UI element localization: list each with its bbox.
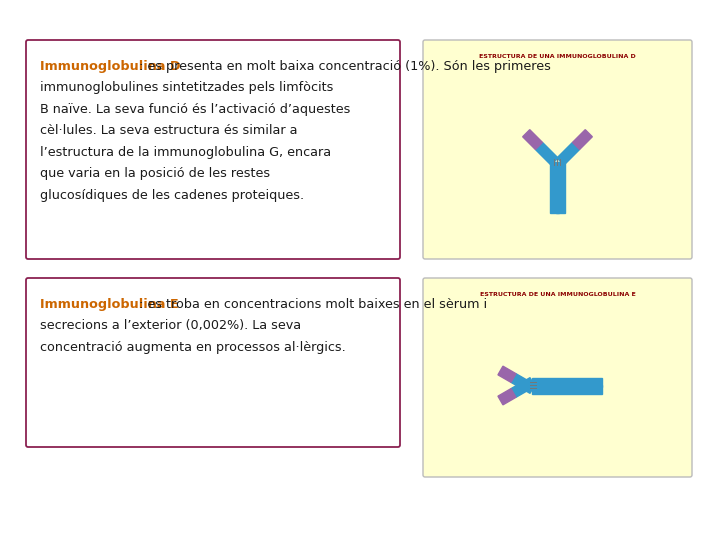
Text: ESTRUCTURA DE UNA IMMUNOGLOBULINA E: ESTRUCTURA DE UNA IMMUNOGLOBULINA E xyxy=(480,292,635,296)
Polygon shape xyxy=(550,163,559,213)
Polygon shape xyxy=(523,130,542,150)
Text: glucosídiques de les cadenes proteiques.: glucosídiques de les cadenes proteiques. xyxy=(40,189,304,202)
FancyBboxPatch shape xyxy=(26,278,400,447)
Polygon shape xyxy=(572,130,593,150)
Text: que varia en la posició de les restes: que varia en la posició de les restes xyxy=(40,167,270,180)
Text: Immunoglobulina D: Immunoglobulina D xyxy=(40,60,181,73)
Text: cèl·lules. La seva estructura és similar a: cèl·lules. La seva estructura és similar… xyxy=(40,125,297,138)
Polygon shape xyxy=(511,374,535,393)
Polygon shape xyxy=(531,384,601,394)
Polygon shape xyxy=(498,366,516,382)
Text: l’estructura de la immunoglobulina G, encara: l’estructura de la immunoglobulina G, en… xyxy=(40,146,331,159)
FancyBboxPatch shape xyxy=(26,40,400,259)
Text: concentració augmenta en processos al·lèrgics.: concentració augmenta en processos al·lè… xyxy=(40,341,346,354)
Text: B naïve. La seva funció és l’activació d’aquestes: B naïve. La seva funció és l’activació d… xyxy=(40,103,351,116)
Polygon shape xyxy=(511,377,535,397)
Polygon shape xyxy=(556,163,565,213)
Text: Immunoglobulina E: Immunoglobulina E xyxy=(40,298,179,311)
Polygon shape xyxy=(536,143,558,165)
Polygon shape xyxy=(498,389,516,405)
Polygon shape xyxy=(531,377,601,387)
Polygon shape xyxy=(557,143,580,165)
Text: immunoglobulines sintetitzades pels limfòcits: immunoglobulines sintetitzades pels limf… xyxy=(40,82,333,94)
FancyBboxPatch shape xyxy=(423,40,692,259)
Text: ESTRUCTURA DE UNA IMMUNOGLOBULINA D: ESTRUCTURA DE UNA IMMUNOGLOBULINA D xyxy=(479,53,636,58)
Text: : es troba en concentracions molt baixes en el sèrum i: : es troba en concentracions molt baixes… xyxy=(139,298,487,311)
Text: : es presenta en molt baixa concentració (1%). Són les primeres: : es presenta en molt baixa concentració… xyxy=(139,60,551,73)
Text: secrecions a l’exterior (0,002%). La seva: secrecions a l’exterior (0,002%). La sev… xyxy=(40,320,301,333)
FancyBboxPatch shape xyxy=(423,278,692,477)
